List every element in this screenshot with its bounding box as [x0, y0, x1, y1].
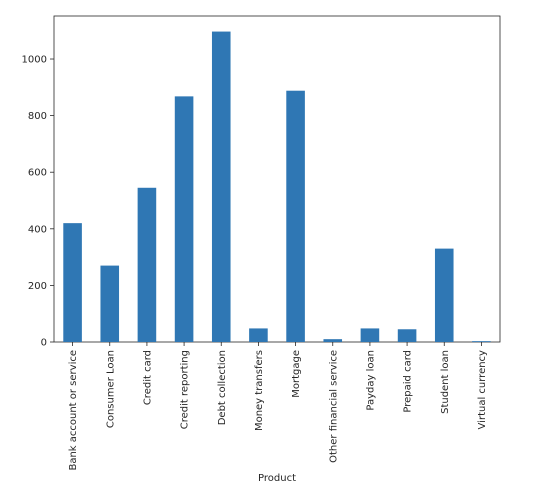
- bar-5: [249, 328, 268, 342]
- x-tick-label: Mortgage: [291, 350, 302, 398]
- bar-9: [397, 329, 417, 342]
- x-tick-label: Payday loan: [365, 350, 376, 411]
- y-tick-label: 200: [28, 281, 47, 292]
- x-tick-label: Money transfers: [254, 350, 265, 431]
- y-tick-label: 0: [41, 338, 47, 349]
- x-tick-label: Credit card: [142, 350, 153, 405]
- x-tick-label: Other financial service: [328, 350, 339, 463]
- x-tick-label: Prepaid card: [403, 350, 414, 413]
- bar-8: [360, 328, 380, 342]
- x-axis: Bank account or service Consumer Loan Cred…: [68, 342, 488, 471]
- bar-2: [137, 187, 157, 342]
- y-tick-label: 400: [28, 224, 47, 235]
- x-tick-label: Virtual currency: [477, 350, 488, 430]
- bar-3: [174, 96, 194, 342]
- y-axis: 0 200 400 600 800 1000: [22, 55, 54, 349]
- bar-11: [472, 341, 491, 342]
- bar-10: [434, 248, 454, 342]
- bars-layer: [63, 31, 491, 342]
- plot-area: [53, 15, 501, 343]
- bar-7: [323, 339, 343, 342]
- x-tick-label: Student loan: [440, 350, 451, 414]
- bar-4: [211, 31, 231, 342]
- x-tick-label: Consumer Loan: [105, 350, 116, 428]
- x-tick-label: Debt collection: [217, 350, 228, 425]
- y-tick-label: 800: [28, 111, 47, 122]
- x-tick-label: Bank account or service: [68, 350, 79, 471]
- bar-0: [63, 223, 82, 342]
- x-tick-label: Credit reporting: [180, 350, 191, 429]
- x-axis-label: Product: [258, 473, 296, 484]
- bar-1: [100, 265, 120, 342]
- y-tick-label: 1000: [22, 55, 47, 66]
- y-tick-label: 600: [28, 168, 47, 179]
- bar-6: [286, 90, 305, 342]
